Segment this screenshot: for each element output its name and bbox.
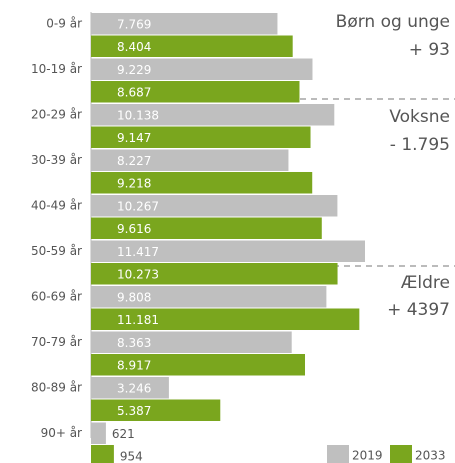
- data-label: 10.138: [117, 108, 159, 122]
- data-label: 8.227: [117, 154, 151, 168]
- data-label: 8.404: [117, 40, 151, 54]
- bar: [91, 377, 169, 399]
- data-label: 621: [112, 427, 135, 441]
- bar: [91, 126, 311, 148]
- bar: [91, 217, 322, 239]
- annotation-text: + 4397: [387, 300, 450, 320]
- data-label: 11.181: [117, 313, 159, 327]
- y-tick-label: 20-29 år: [31, 107, 82, 121]
- y-tick-label: 60-69 år: [31, 289, 82, 303]
- bar: [91, 149, 289, 171]
- data-label: 10.267: [117, 199, 159, 213]
- y-tick-label: 10-19 år: [31, 62, 82, 76]
- data-label: 9.808: [117, 290, 151, 304]
- data-label: 9.218: [117, 176, 151, 190]
- bar: [91, 81, 300, 103]
- legend-label: 2033: [415, 449, 446, 463]
- data-label: 10.273: [117, 267, 159, 281]
- y-tick-label: 50-59 år: [31, 244, 82, 258]
- data-label: 3.246: [117, 381, 151, 395]
- annotation-title: Ældre: [401, 273, 450, 293]
- y-tick-label: 80-89 år: [31, 380, 82, 394]
- data-label: 9.147: [117, 131, 151, 145]
- y-tick-label: 30-39 år: [31, 153, 82, 167]
- bar: [91, 13, 278, 35]
- annotation-title: Voksne: [389, 107, 450, 127]
- data-label: 8.363: [117, 336, 151, 350]
- data-label: 9.229: [117, 63, 151, 77]
- legend-swatch: [327, 445, 349, 463]
- y-tick-label: 0-9 år: [46, 16, 82, 30]
- data-label: 7.769: [117, 17, 151, 31]
- annotation-text: + 93: [409, 40, 450, 60]
- y-tick-label: 90+ år: [41, 426, 82, 440]
- data-label: 8.687: [117, 85, 151, 99]
- legend-label: 2019: [352, 449, 383, 463]
- data-label: 5.387: [117, 404, 151, 418]
- annotation-title: Børn og unge: [336, 12, 450, 32]
- annotation-text: - 1.795: [390, 135, 450, 155]
- data-label: 8.917: [117, 358, 151, 372]
- bar: [91, 195, 338, 217]
- y-tick-label: 40-49 år: [31, 198, 82, 212]
- bar: [91, 445, 114, 463]
- bar: [91, 240, 365, 262]
- bar: [91, 104, 335, 126]
- data-label: 11.417: [117, 245, 159, 259]
- legend-swatch: [390, 445, 412, 463]
- bar: [91, 331, 292, 353]
- bar: [91, 399, 221, 421]
- bar: [91, 286, 327, 308]
- data-label: 9.616: [117, 222, 151, 236]
- bar: [91, 308, 360, 330]
- bar: [91, 422, 106, 444]
- data-label: 954: [120, 449, 143, 463]
- bar: [91, 263, 338, 285]
- bar: [91, 354, 306, 376]
- bar: [91, 35, 293, 57]
- y-tick-label: 70-79 år: [31, 335, 82, 349]
- bar: [91, 172, 313, 194]
- bar: [91, 58, 313, 80]
